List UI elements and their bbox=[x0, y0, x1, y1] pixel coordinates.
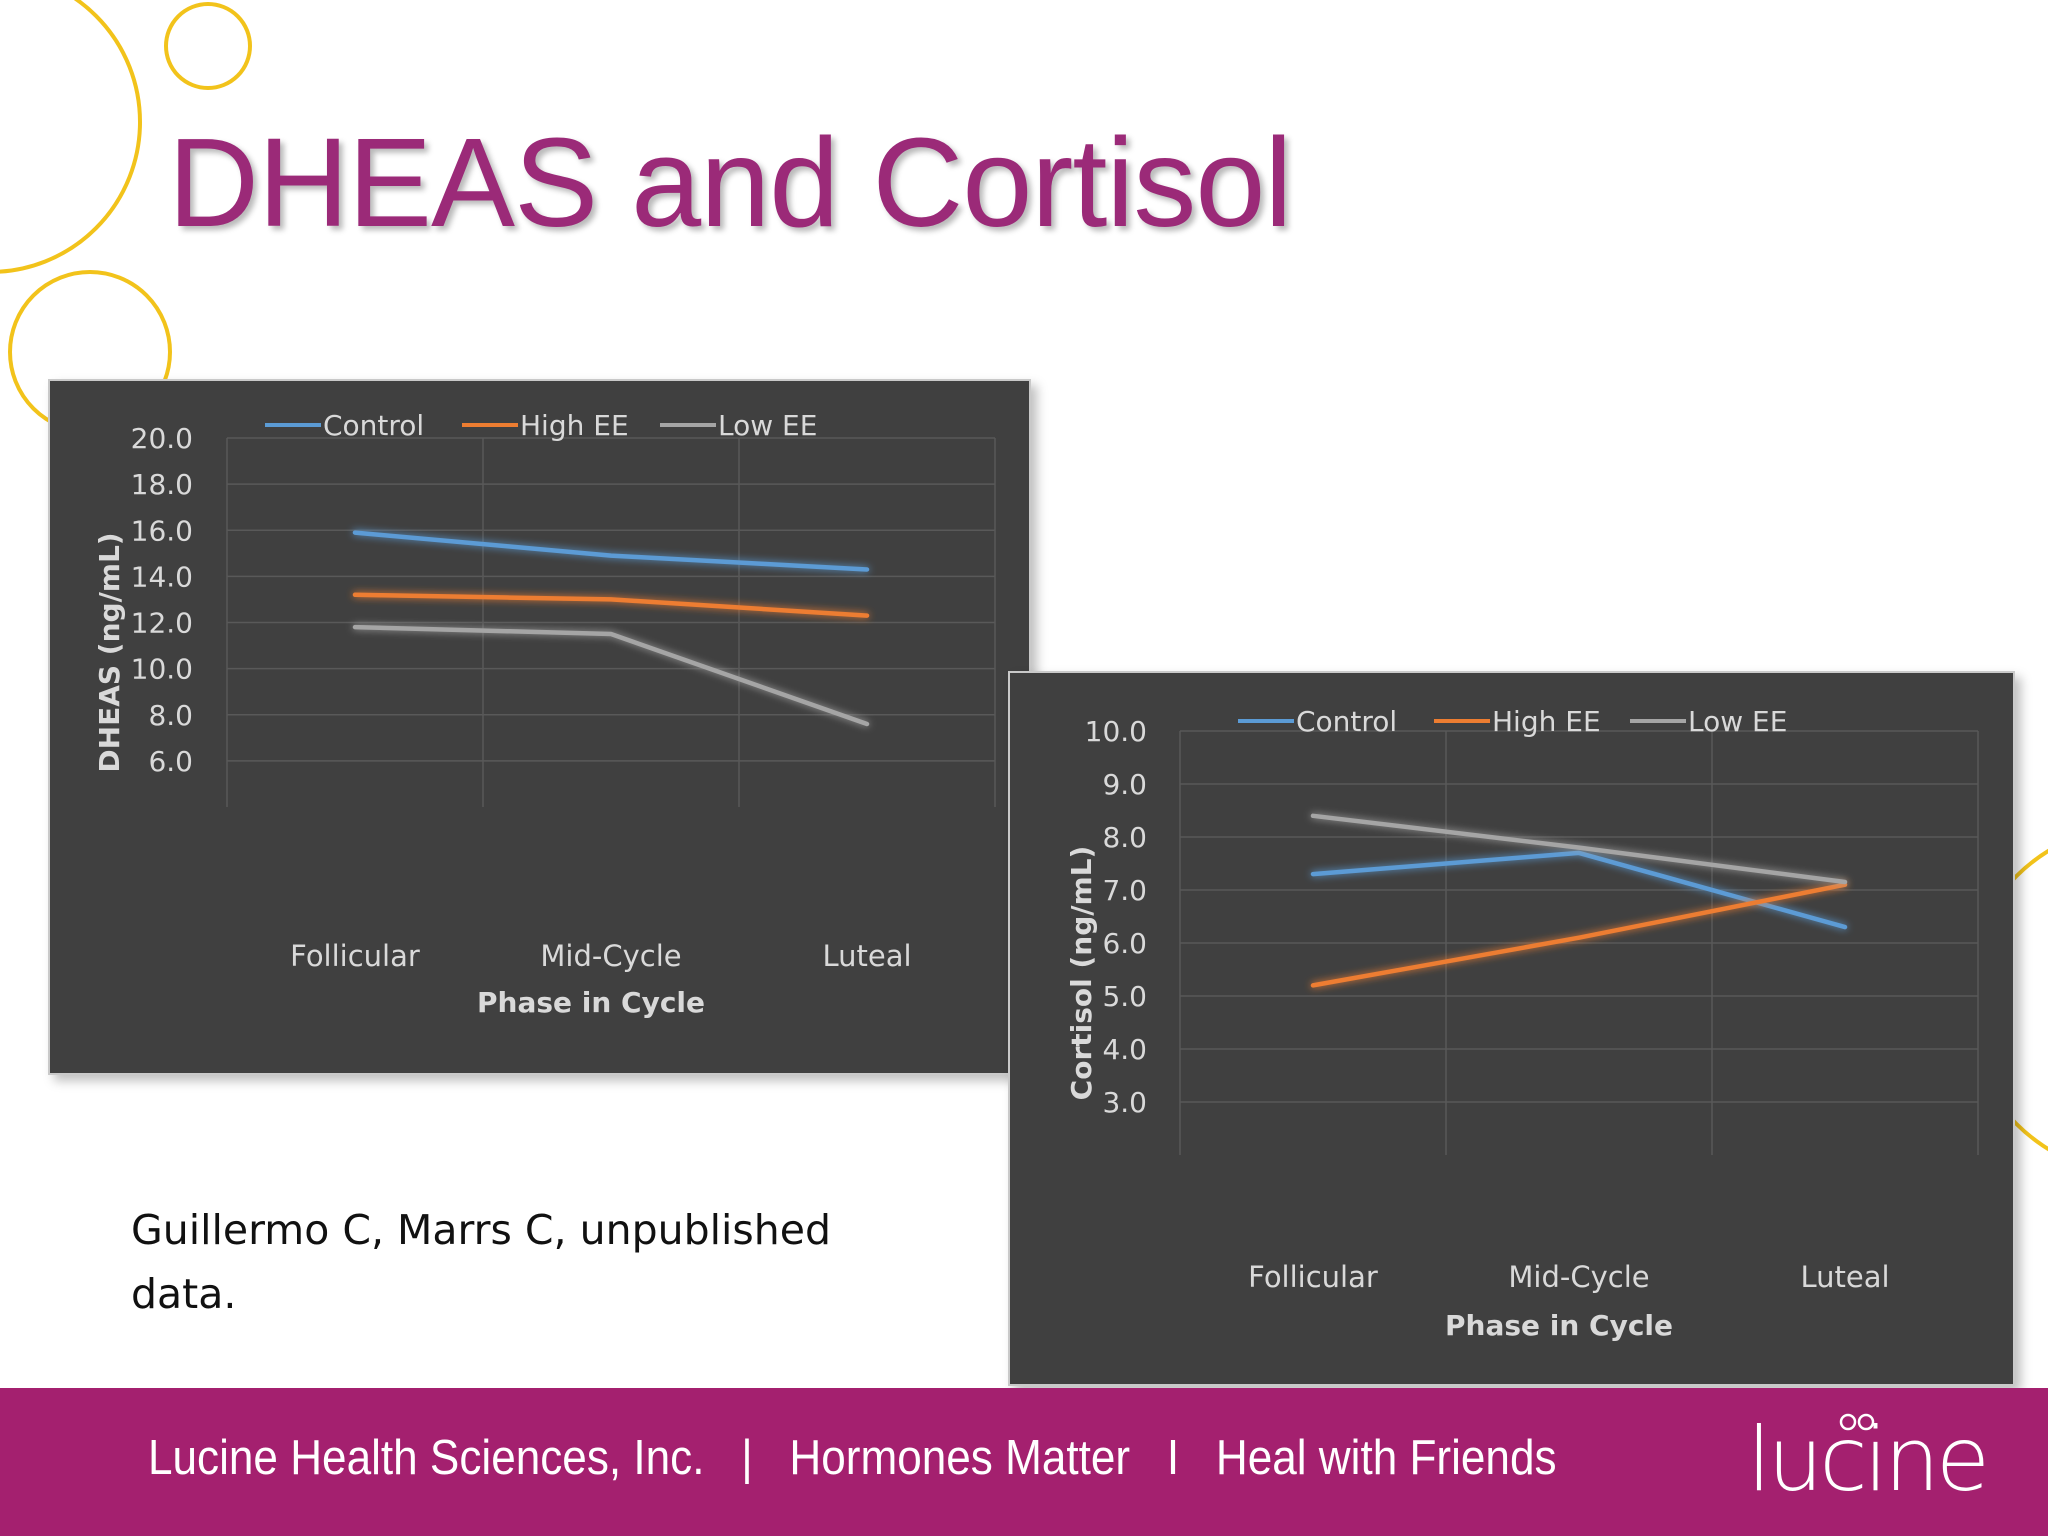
logo-dots-icon bbox=[1839, 1413, 1875, 1431]
cortisol-y-tick-label: 7.0 bbox=[1102, 874, 1147, 907]
cortisol-y-tick-label: 3.0 bbox=[1102, 1086, 1147, 1119]
cortisol-x-category-label: Follicular bbox=[1248, 1260, 1378, 1294]
footer-bar: Lucine Health Sciences, Inc. | Hormones … bbox=[0, 1388, 2048, 1536]
slide-title: DHEAS and Cortisol bbox=[168, 112, 1292, 253]
cortisol-legend-label: Control bbox=[1296, 705, 1397, 738]
dheas-series-line-low-ee bbox=[352, 624, 870, 727]
dheas-series-line-high-ee bbox=[352, 592, 870, 618]
dheas-y-tick-label: 6.0 bbox=[148, 745, 193, 778]
citation-text: Guillermo C, Marrs C, unpublished data. bbox=[131, 1206, 832, 1318]
lucine-logo: lucine bbox=[1747, 1408, 1990, 1511]
dheas-y-tick-label: 16.0 bbox=[131, 514, 193, 547]
dheas-y-tick-label: 8.0 bbox=[148, 699, 193, 732]
cortisol-y-tick-label: 4.0 bbox=[1102, 1033, 1147, 1066]
dheas-chart: 20.0 18.0 16.0 14.0 12.0 10.0 8.0 6.0 Follicular… bbox=[48, 379, 1031, 1075]
cortisol-y-tick-label: 5.0 bbox=[1102, 980, 1147, 1013]
dheas-x-axis-title: Phase in Cycle bbox=[477, 986, 705, 1019]
cortisol-y-axis-title: Cortisol (ng/mL) bbox=[1065, 846, 1098, 1101]
cortisol-x-axis-title: Phase in Cycle bbox=[1445, 1309, 1673, 1342]
dheas-y-tick-label: 12.0 bbox=[131, 607, 193, 640]
cortisol-series-line-low-ee bbox=[1310, 813, 1848, 885]
dheas-y-tick-label: 18.0 bbox=[131, 468, 193, 501]
cortisol-legend-label: Low EE bbox=[1688, 705, 1787, 738]
footer-text: Lucine Health Sciences, Inc. | Hormones … bbox=[148, 1431, 1557, 1485]
dheas-y-axis-title: DHEAS (ng/mL) bbox=[93, 532, 126, 772]
dheas-x-category-label: Luteal bbox=[822, 939, 911, 973]
cortisol-y-tick-label: 10.0 bbox=[1085, 715, 1147, 748]
cortisol-y-tick-label: 8.0 bbox=[1102, 821, 1147, 854]
cortisol-chart: 10.0 9.0 8.0 7.0 6.0 5.0 4.0 3.0 Follicular Mid-C… bbox=[1008, 671, 2015, 1386]
dheas-series-line-control bbox=[352, 530, 870, 572]
dheas-y-tick-label: 20.0 bbox=[131, 422, 193, 455]
dheas-legend-label: High EE bbox=[520, 409, 629, 442]
cortisol-y-tick-label: 6.0 bbox=[1102, 927, 1147, 960]
cortisol-y-tick-label: 9.0 bbox=[1102, 768, 1147, 801]
dheas-legend-label: Low EE bbox=[718, 409, 817, 442]
dheas-x-category-label: Mid-Cycle bbox=[540, 939, 681, 973]
dheas-y-tick-label: 10.0 bbox=[131, 653, 193, 686]
cortisol-legend-label: High EE bbox=[1492, 705, 1601, 738]
dheas-legend-label: Control bbox=[323, 409, 424, 442]
cortisol-x-category-label: Mid-Cycle bbox=[1508, 1260, 1649, 1294]
cortisol-chart-svg: 10.0 9.0 8.0 7.0 6.0 5.0 4.0 3.0 Follicular Mid-C… bbox=[1065, 705, 1979, 1342]
dheas-y-tick-label: 14.0 bbox=[131, 560, 193, 593]
dheas-chart-svg: 20.0 18.0 16.0 14.0 12.0 10.0 8.0 6.0 Follicular… bbox=[93, 409, 996, 1019]
cortisol-series-line-high-ee bbox=[1310, 882, 1848, 988]
cortisol-x-category-label: Luteal bbox=[1800, 1260, 1889, 1294]
dheas-x-category-label: Follicular bbox=[290, 939, 420, 973]
